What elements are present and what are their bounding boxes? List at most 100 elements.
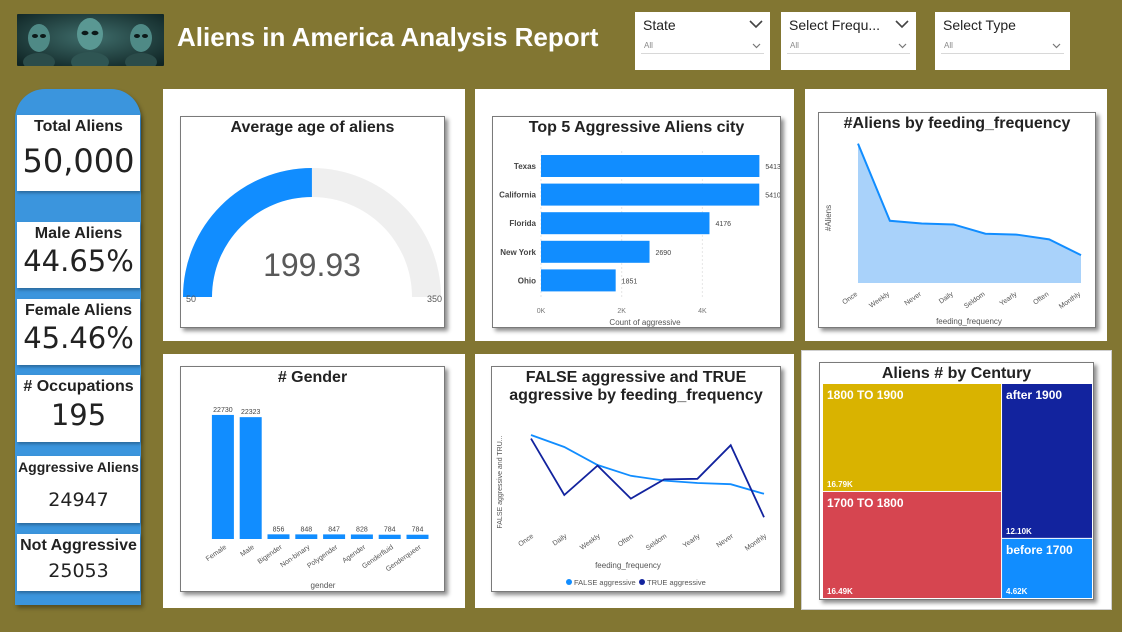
frequency-slicer[interactable]: Select Frequ... All (781, 12, 916, 70)
gauge-chart: 199.93 50 350 (183, 168, 442, 304)
kpi-occupations: # Occupations 195 (17, 375, 140, 442)
treemap-tile (823, 384, 1002, 491)
bar (541, 155, 760, 177)
x-tick-label: Weekly (868, 291, 891, 310)
frequency-dropdown-value: All (790, 41, 799, 50)
chevron-down-icon[interactable] (749, 18, 763, 30)
bar (541, 212, 710, 235)
chevron-down-icon[interactable] (1052, 42, 1061, 49)
kpi-label: # Occupations (23, 378, 134, 395)
treemap-tile (1002, 384, 1092, 538)
aggressive-lines-card: FALSE aggressive and TRUE aggressive by … (491, 366, 781, 592)
chevron-down-icon[interactable] (895, 18, 909, 30)
y-tick-label: Ohio (518, 276, 536, 285)
legend-label: FALSE aggressive (574, 578, 636, 587)
state-slicer-label: State (643, 17, 676, 33)
data-label: 847 (328, 526, 340, 533)
x-tick-label: Once (841, 291, 859, 306)
x-tick-label: Yearly (682, 533, 702, 550)
data-label: 784 (412, 527, 424, 534)
data-label: 2690 (656, 250, 672, 257)
x-tick-label: Daily (552, 533, 569, 548)
y-tick-label: Florida (509, 219, 536, 228)
gauge-min-label: 50 (186, 294, 196, 304)
kpi-total-aliens: Total Aliens 50,000 (17, 115, 140, 191)
kpi-label: Total Aliens (34, 118, 123, 135)
x-tick-label: 2K (617, 308, 626, 315)
top-cities-card: Top 5 Aggressive Aliens city Count of ag… (492, 116, 781, 328)
data-label: 22323 (241, 409, 261, 416)
state-dropdown[interactable]: All (641, 38, 764, 54)
x-tick-label: Often (617, 533, 635, 549)
y-axis-title: #Aliens (824, 205, 833, 231)
state-slicer[interactable]: State All (635, 12, 770, 70)
x-tick-label: Polygender (306, 544, 340, 570)
bar (267, 534, 290, 539)
average-age-card: Average age of aliens 199.93 50 350 (180, 116, 445, 328)
gender-card: # Gender gender 22730 Female 22323 Male 856 B… (180, 366, 445, 592)
type-dropdown[interactable]: All (941, 38, 1064, 54)
x-tick-label: 4K (698, 308, 707, 315)
x-tick-label: Never (904, 291, 924, 308)
x-tick-label: 0K (537, 308, 546, 315)
feeding-frequency-chart: #Aliens feeding_frequency Once Weekly Neve… (824, 143, 1083, 326)
bar (350, 534, 373, 539)
kpi-value: 24947 (48, 489, 109, 511)
area-fill (858, 143, 1081, 283)
bar (378, 534, 401, 539)
type-slicer[interactable]: Select Type All (935, 12, 1070, 70)
tile-value: 16.79K (827, 480, 853, 489)
bar (541, 240, 650, 263)
x-tick-label: Never (716, 533, 736, 550)
treemap-tile (1002, 538, 1092, 598)
bar (239, 417, 262, 539)
x-tick-label: Yearly (999, 291, 1019, 308)
data-label: 1851 (622, 278, 638, 285)
kpi-value: 44.65% (23, 244, 134, 278)
bar (295, 534, 318, 539)
chevron-down-icon[interactable] (898, 42, 907, 49)
kpi-value: 25053 (48, 560, 109, 582)
tile-value: 16.49K (827, 587, 853, 596)
chart-title: FALSE aggressive and TRUE aggressive by … (492, 369, 780, 405)
kpi-male-aliens: Male Aliens 44.65% (17, 222, 140, 288)
kpi-value: 195 (50, 398, 107, 432)
chart-title-line: FALSE aggressive and TRUE (525, 369, 747, 386)
x-axis-title: Count of aggressive (609, 318, 681, 327)
data-label: 784 (384, 527, 396, 534)
chart-title: Top 5 Aggressive Aliens city (528, 119, 745, 136)
x-axis-title: gender (311, 581, 336, 590)
frequency-dropdown[interactable]: All (787, 38, 910, 54)
kpi-not-aggressive: Not Aggressive 25053 (17, 534, 140, 591)
kpi-value: 50,000 (22, 142, 135, 180)
x-tick-label: Female (205, 544, 228, 563)
state-dropdown-value: All (644, 41, 653, 50)
legend-marker (639, 579, 645, 585)
chevron-down-icon[interactable] (752, 42, 761, 49)
kpi-aggressive-aliens: Aggressive Aliens 24947 (17, 456, 140, 523)
chart-title: #Aliens by feeding_frequency (843, 115, 1071, 132)
kpi-label: Female Aliens (24, 302, 132, 319)
data-label: 22730 (213, 407, 233, 414)
chart-title: Average age of aliens (230, 119, 395, 136)
tile-name: 1800 TO 1900 (827, 388, 904, 402)
century-card: Aliens # by Century 1800 TO 1900 16.79K 17… (819, 362, 1094, 600)
data-label: 4176 (715, 221, 731, 228)
x-tick-label: Weekly (579, 533, 602, 552)
gauge-value: 199.93 (263, 247, 361, 283)
kpi-female-aliens: Female Aliens 45.46% (17, 299, 140, 365)
treemap-tile (823, 491, 1002, 598)
data-label: 856 (273, 526, 285, 533)
x-tick-label: Seldom (645, 533, 669, 552)
series-line (530, 434, 765, 495)
area-line (857, 143, 1082, 257)
x-tick-label: Monthly (744, 533, 769, 553)
gauge-max-label: 350 (427, 294, 442, 304)
x-tick-label: Often (1032, 291, 1050, 307)
kpi-label: Not Aggressive (20, 537, 137, 554)
kpi-label: Aggressive Aliens (18, 459, 139, 475)
y-tick-label: Texas (514, 162, 537, 171)
type-slicer-label: Select Type (943, 17, 1016, 33)
gauge-fill (183, 168, 312, 297)
top-cities-chart: Count of aggressive 0K 2K 4K Texas 5413 Calif… (499, 151, 780, 327)
